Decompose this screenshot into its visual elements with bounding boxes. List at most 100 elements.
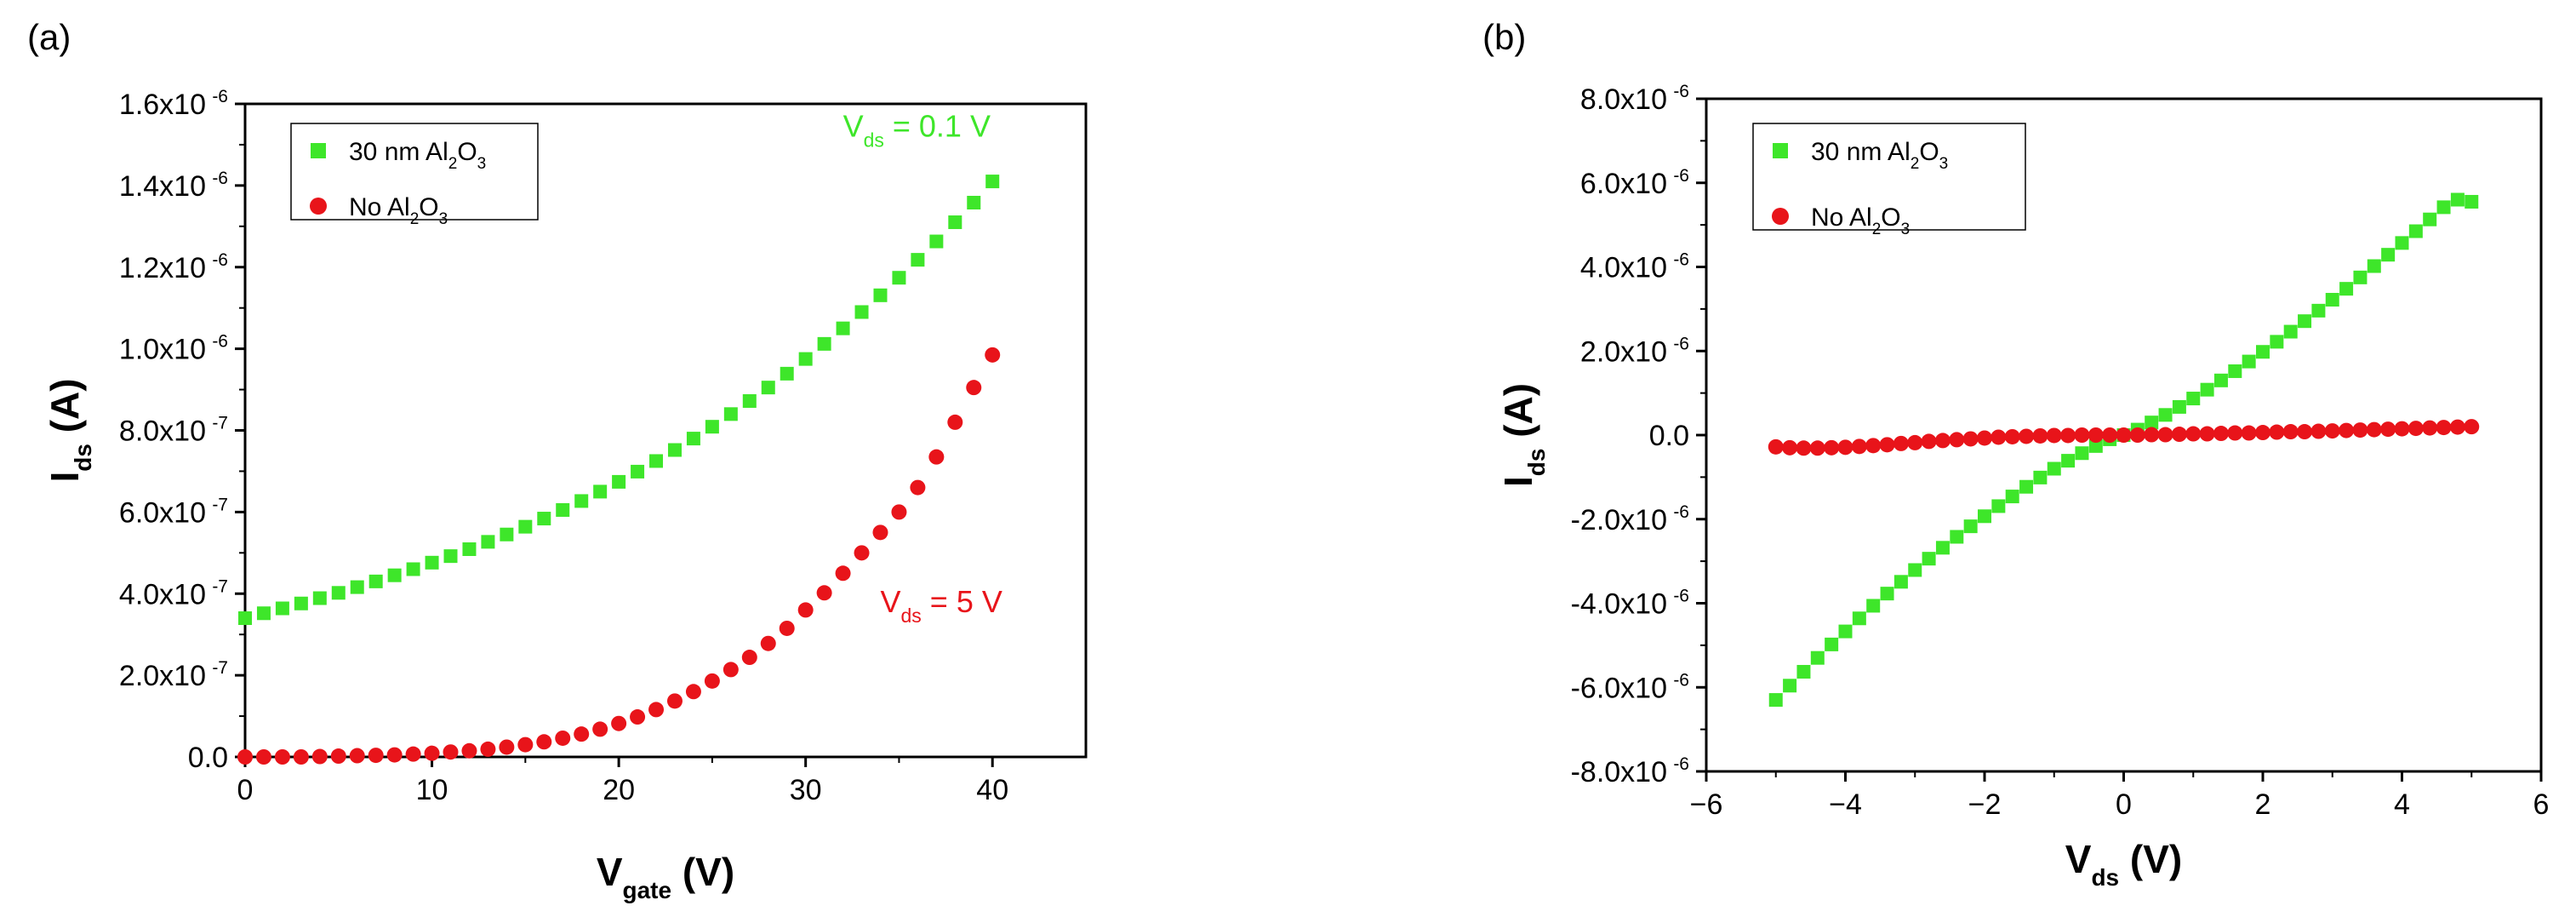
data-point (1949, 432, 1965, 448)
data-point (2074, 427, 2090, 443)
data-point (742, 393, 757, 408)
data-point (2200, 382, 2214, 397)
data-point (2282, 424, 2299, 440)
data-point (2129, 427, 2145, 443)
data-point (1879, 437, 1895, 453)
subscript-text: 3 (1939, 155, 1949, 173)
data-point (1768, 438, 1784, 455)
data-point (761, 381, 775, 395)
y-tick-exponent: -7 (212, 495, 228, 514)
data-point (798, 352, 813, 366)
data-point (2199, 426, 2215, 442)
y-tick-label: 1.2x10 (119, 252, 206, 284)
data-point (892, 271, 906, 285)
data-point (500, 527, 514, 542)
legend-label: No Al2O3 (349, 193, 448, 228)
data-point (2157, 427, 2173, 443)
data-point (2423, 212, 2437, 226)
y-axis-title: Ids (A) (1496, 383, 1550, 487)
data-point (368, 748, 384, 764)
legend-label: 30 nm Al2O3 (1811, 138, 1948, 173)
y-tick-exponent: -7 (212, 658, 228, 678)
data-point (2060, 427, 2076, 444)
data-point (780, 366, 794, 381)
data-point (816, 585, 832, 601)
x-tick-label: 0 (237, 774, 254, 806)
data-point (424, 745, 440, 761)
data-point (2422, 420, 2438, 436)
data-point (854, 545, 870, 561)
data-point (1922, 552, 1936, 566)
series-no-al2o3 (1768, 419, 2480, 456)
data-point (2450, 192, 2465, 207)
data-point (630, 709, 646, 725)
data-point (1866, 599, 1881, 613)
data-point (368, 574, 383, 588)
data-point (1908, 563, 1922, 577)
label-text: 30 nm Al (1811, 138, 1911, 166)
data-point (2352, 422, 2368, 438)
data-point (293, 749, 309, 765)
data-point (2324, 423, 2340, 439)
data-point (462, 542, 477, 556)
y-tick-label: 1.0x10 (119, 334, 206, 366)
data-point (2394, 421, 2410, 437)
data-point (872, 524, 888, 541)
y-tick-label: 0.0 (188, 742, 228, 774)
data-point (499, 739, 515, 755)
x-tick-label: 10 (416, 774, 448, 806)
subscript-text: 2 (1911, 155, 1920, 173)
y-tick-label: 8.0x10 (119, 416, 206, 448)
data-point (237, 749, 253, 765)
data-point (2311, 303, 2326, 318)
label-text: O (1881, 203, 1900, 232)
data-point (2033, 470, 2048, 484)
data-point (1796, 664, 1811, 679)
data-point (2464, 419, 2480, 435)
label-text: 30 nm Al (349, 138, 448, 166)
label-text: = 5 V (922, 584, 1002, 619)
data-point (723, 662, 739, 678)
annotation-label: Vds = 0.1 V (843, 108, 991, 151)
data-point (2185, 426, 2202, 442)
data-point (2186, 392, 2201, 406)
data-point (1880, 587, 1894, 601)
data-point (1935, 541, 1950, 555)
label-text: No Al (1811, 203, 1872, 232)
data-point (2270, 335, 2284, 349)
data-point (425, 555, 439, 570)
subscript-text: 2 (410, 210, 420, 228)
x-tick-label: 6 (2533, 788, 2550, 821)
legend-label: 30 nm Al2O3 (349, 138, 486, 173)
data-point (349, 748, 365, 764)
subscript-text: ds (2091, 864, 2119, 891)
y-tick-exponent: -6 (212, 332, 228, 352)
x-tick-label: 4 (2394, 788, 2410, 821)
x-tick-label: 20 (603, 774, 635, 806)
y-tick-label: 2.0x10 (1580, 335, 1667, 368)
series-no-al2o3 (237, 347, 1001, 765)
data-point (704, 673, 720, 689)
y-tick-exponent: -6 (212, 169, 228, 188)
data-point (443, 744, 459, 760)
data-point (779, 620, 795, 636)
data-point (612, 474, 626, 489)
data-point (1893, 435, 1909, 451)
data-point (1825, 637, 1839, 651)
data-point (2102, 427, 2118, 443)
data-point (2367, 259, 2381, 273)
data-point (2366, 421, 2382, 438)
data-point (649, 454, 664, 468)
y-tick-label: 1.6x10 (119, 89, 206, 121)
data-point (1865, 438, 1882, 454)
data-point (517, 736, 534, 753)
data-point (1837, 439, 1853, 456)
data-point (2046, 427, 2062, 444)
data-point (2213, 373, 2228, 387)
data-point (294, 596, 308, 610)
data-point (312, 591, 327, 605)
data-point (2283, 324, 2298, 339)
data-point (1809, 440, 1825, 456)
data-point (1810, 650, 1825, 665)
